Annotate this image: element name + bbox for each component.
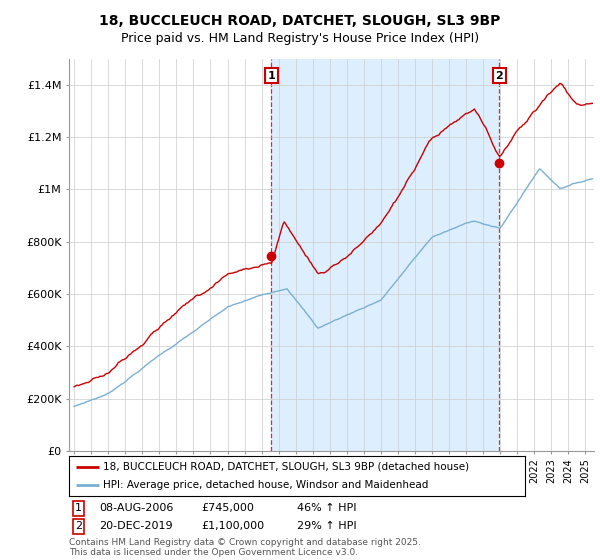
Text: 2: 2 — [496, 71, 503, 81]
Text: HPI: Average price, detached house, Windsor and Maidenhead: HPI: Average price, detached house, Wind… — [103, 480, 428, 490]
Text: 20-DEC-2019: 20-DEC-2019 — [99, 521, 173, 531]
Text: 2: 2 — [75, 521, 82, 531]
Text: 18, BUCCLEUCH ROAD, DATCHET, SLOUGH, SL3 9BP: 18, BUCCLEUCH ROAD, DATCHET, SLOUGH, SL3… — [100, 14, 500, 28]
Text: Contains HM Land Registry data © Crown copyright and database right 2025.
This d: Contains HM Land Registry data © Crown c… — [69, 538, 421, 557]
Text: 1: 1 — [268, 71, 275, 81]
Text: 29% ↑ HPI: 29% ↑ HPI — [297, 521, 356, 531]
Text: £1,100,000: £1,100,000 — [201, 521, 264, 531]
Text: 1: 1 — [75, 503, 82, 514]
Text: 46% ↑ HPI: 46% ↑ HPI — [297, 503, 356, 514]
Bar — [271, 59, 499, 451]
Text: Price paid vs. HM Land Registry's House Price Index (HPI): Price paid vs. HM Land Registry's House … — [121, 32, 479, 45]
Text: 08-AUG-2006: 08-AUG-2006 — [99, 503, 173, 514]
Text: 18, BUCCLEUCH ROAD, DATCHET, SLOUGH, SL3 9BP (detached house): 18, BUCCLEUCH ROAD, DATCHET, SLOUGH, SL3… — [103, 462, 469, 472]
Text: £745,000: £745,000 — [201, 503, 254, 514]
